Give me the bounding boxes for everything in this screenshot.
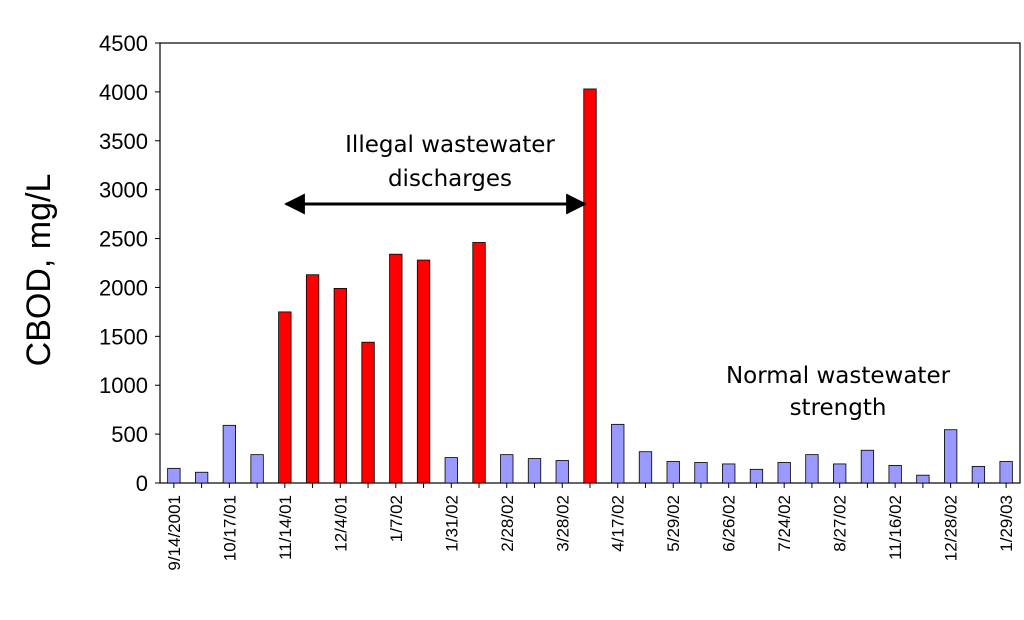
x-tick-label: 11/16/02: [886, 495, 905, 560]
bar-illegal-discharge: [361, 341, 375, 484]
y-tick-label: 3500: [99, 129, 148, 154]
bar-normal: [805, 454, 819, 484]
bar-normal: [916, 474, 930, 484]
bar-normal: [167, 467, 181, 484]
bar-normal: [555, 460, 569, 484]
bar-series: [167, 88, 1013, 484]
bar-illegal-discharge: [333, 288, 347, 484]
y-axis: 0 500 1000 1500 2000 2500 3000 3500 4000 4500: [99, 31, 160, 496]
x-tick-label: 10/17/01: [220, 495, 239, 561]
x-tick-label: 12/4/01: [331, 495, 350, 552]
y-tick-label: 1000: [99, 373, 148, 398]
bar-illegal-discharge: [583, 88, 597, 484]
y-tick-label: 3000: [99, 178, 148, 203]
x-tick-label: 3/28/02: [553, 495, 572, 552]
x-axis: 9/14/2001 10/17/01 11/14/01 12/4/01 1/7/02 1/…: [165, 483, 1016, 571]
bar-normal: [194, 471, 209, 484]
bar-normal: [888, 464, 902, 484]
bar-illegal-discharge: [305, 274, 320, 484]
bar-normal: [222, 424, 236, 484]
y-tick-label: 2500: [99, 227, 148, 252]
bar-normal: [722, 463, 736, 484]
x-tick-label: 5/29/02: [664, 495, 683, 552]
x-tick-label: 2/28/02: [498, 495, 517, 552]
x-tick-label: 4/17/02: [609, 495, 628, 552]
x-tick-label: 11/14/01: [276, 495, 295, 560]
bar-normal: [749, 468, 764, 484]
bar-normal: [611, 423, 625, 484]
x-tick-label: 6/26/02: [720, 495, 739, 552]
bar-normal: [999, 461, 1013, 484]
bar-normal: [860, 449, 875, 484]
bar-normal: [833, 463, 847, 484]
bar-normal: [527, 458, 542, 484]
y-tick-label: 4000: [99, 80, 148, 105]
bar-normal: [971, 465, 986, 484]
x-tick-label: 1/7/02: [387, 495, 406, 542]
bar-normal: [638, 451, 653, 484]
bar-normal: [777, 462, 791, 484]
x-tick-label: 7/24/02: [775, 495, 794, 552]
bar-normal: [944, 429, 958, 484]
x-tick-label: 9/14/2001: [165, 495, 184, 571]
bar-normal: [694, 462, 708, 484]
y-tick-label: 1500: [99, 324, 148, 349]
y-tick-label: 2000: [99, 275, 148, 300]
x-tick-label: 1/29/03: [997, 495, 1016, 552]
x-tick-label: 1/31/02: [442, 495, 461, 552]
y-tick-label: 4500: [99, 31, 148, 56]
bar-illegal-discharge: [389, 253, 403, 484]
bar-illegal-discharge: [278, 311, 292, 484]
bar-normal: [250, 454, 264, 484]
normal-annotation-line1: Normal wastewater: [726, 363, 951, 389]
bar-illegal-discharge: [416, 259, 431, 484]
y-tick-label: 500: [111, 422, 148, 447]
bar-normal: [444, 457, 458, 484]
x-tick-label: 12/28/02: [942, 495, 961, 561]
normal-annotation-line2: strength: [790, 395, 887, 421]
y-tick-label: 0: [136, 471, 148, 496]
illegal-annotation-line1: Illegal wastewater: [345, 132, 555, 158]
bar-illegal-discharge: [472, 242, 486, 484]
illegal-annotation-line2: discharges: [388, 166, 512, 192]
y-axis-title: CBOD, mg/L: [20, 174, 58, 367]
bar-normal: [500, 454, 514, 484]
x-tick-label: 8/27/02: [831, 495, 850, 552]
bar-normal: [666, 461, 680, 484]
